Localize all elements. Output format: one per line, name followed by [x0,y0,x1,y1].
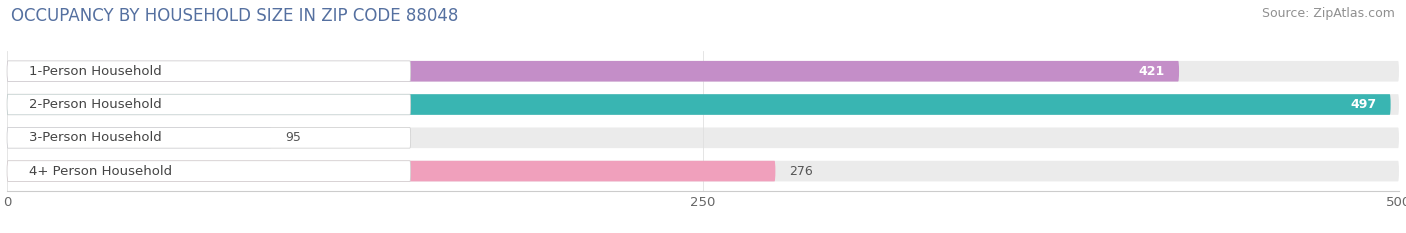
FancyBboxPatch shape [7,127,271,148]
Text: 421: 421 [1139,65,1166,78]
FancyBboxPatch shape [7,94,1399,115]
Text: 2-Person Household: 2-Person Household [30,98,162,111]
FancyBboxPatch shape [7,94,1391,115]
FancyBboxPatch shape [7,161,775,182]
Text: 4+ Person Household: 4+ Person Household [30,164,173,178]
Text: 95: 95 [285,131,301,144]
FancyBboxPatch shape [7,161,411,182]
Text: 276: 276 [789,164,813,178]
Text: 3-Person Household: 3-Person Household [30,131,162,144]
Text: 497: 497 [1351,98,1376,111]
FancyBboxPatch shape [7,127,411,148]
FancyBboxPatch shape [7,61,1180,82]
Text: OCCUPANCY BY HOUSEHOLD SIZE IN ZIP CODE 88048: OCCUPANCY BY HOUSEHOLD SIZE IN ZIP CODE … [11,7,458,25]
FancyBboxPatch shape [7,61,411,82]
FancyBboxPatch shape [7,94,411,115]
FancyBboxPatch shape [7,161,1399,182]
Text: 1-Person Household: 1-Person Household [30,65,162,78]
FancyBboxPatch shape [7,127,1399,148]
FancyBboxPatch shape [7,61,1399,82]
Text: Source: ZipAtlas.com: Source: ZipAtlas.com [1261,7,1395,20]
